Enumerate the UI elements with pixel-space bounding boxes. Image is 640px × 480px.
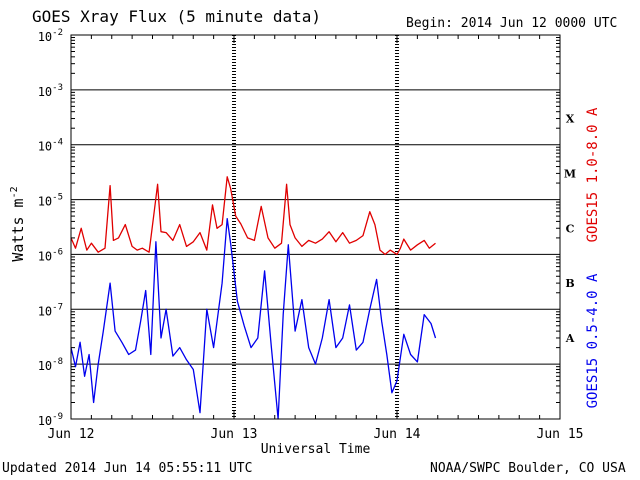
series-layer: [70, 176, 437, 420]
flare-class-label: M: [564, 167, 576, 180]
grid-layer: [71, 35, 560, 419]
legend-series-label: GOES15 1.0-8.0 A: [585, 107, 601, 242]
begin-date: Begin: 2014 Jun 12 0000 UTC: [406, 16, 618, 31]
y-tick-label: 10-3: [38, 83, 63, 99]
flare-class-label: X: [566, 113, 575, 126]
tick-layer: [70, 35, 561, 419]
x-tick-label: Jun 14: [374, 427, 421, 442]
y-tick-label: 10-8: [38, 357, 63, 373]
x-tick-label: Jun 15: [537, 427, 584, 442]
chart-title: GOES Xray Flux (5 minute data): [32, 7, 321, 26]
y-tick-label: 10-5: [38, 193, 63, 209]
x-axis-title: Universal Time: [261, 442, 371, 457]
y-tick-label: 10-4: [38, 138, 63, 154]
flare-class-label: B: [565, 277, 574, 290]
legend-series-label: GOES15 0.5-4.0 A: [585, 273, 601, 408]
y-tick-label: 10-7: [38, 302, 63, 318]
series-line: [70, 176, 436, 256]
y-tick-label: 10-9: [38, 412, 63, 428]
noaa-credit: NOAA/SWPC Boulder, CO USA: [430, 461, 626, 476]
x-tick-label: Jun 13: [211, 427, 258, 442]
series-line: [70, 217, 437, 420]
y-axis-title: Watts m-2: [9, 186, 27, 261]
flare-class-label: C: [566, 222, 575, 235]
label-layer: 10-9 10-8 10-7 10-6 10-5 10-4 10-3 10-2 Jun 12 Ju…: [9, 28, 601, 457]
y-tick-label: 10-6: [38, 247, 63, 263]
flare-class-label: A: [565, 332, 575, 345]
y-tick-label: 10-2: [38, 28, 63, 44]
updated-timestamp: Updated 2014 Jun 14 05:55:11 UTC: [2, 461, 253, 476]
plot-frame: [70, 34, 561, 420]
x-tick-label: Jun 12: [48, 427, 95, 442]
